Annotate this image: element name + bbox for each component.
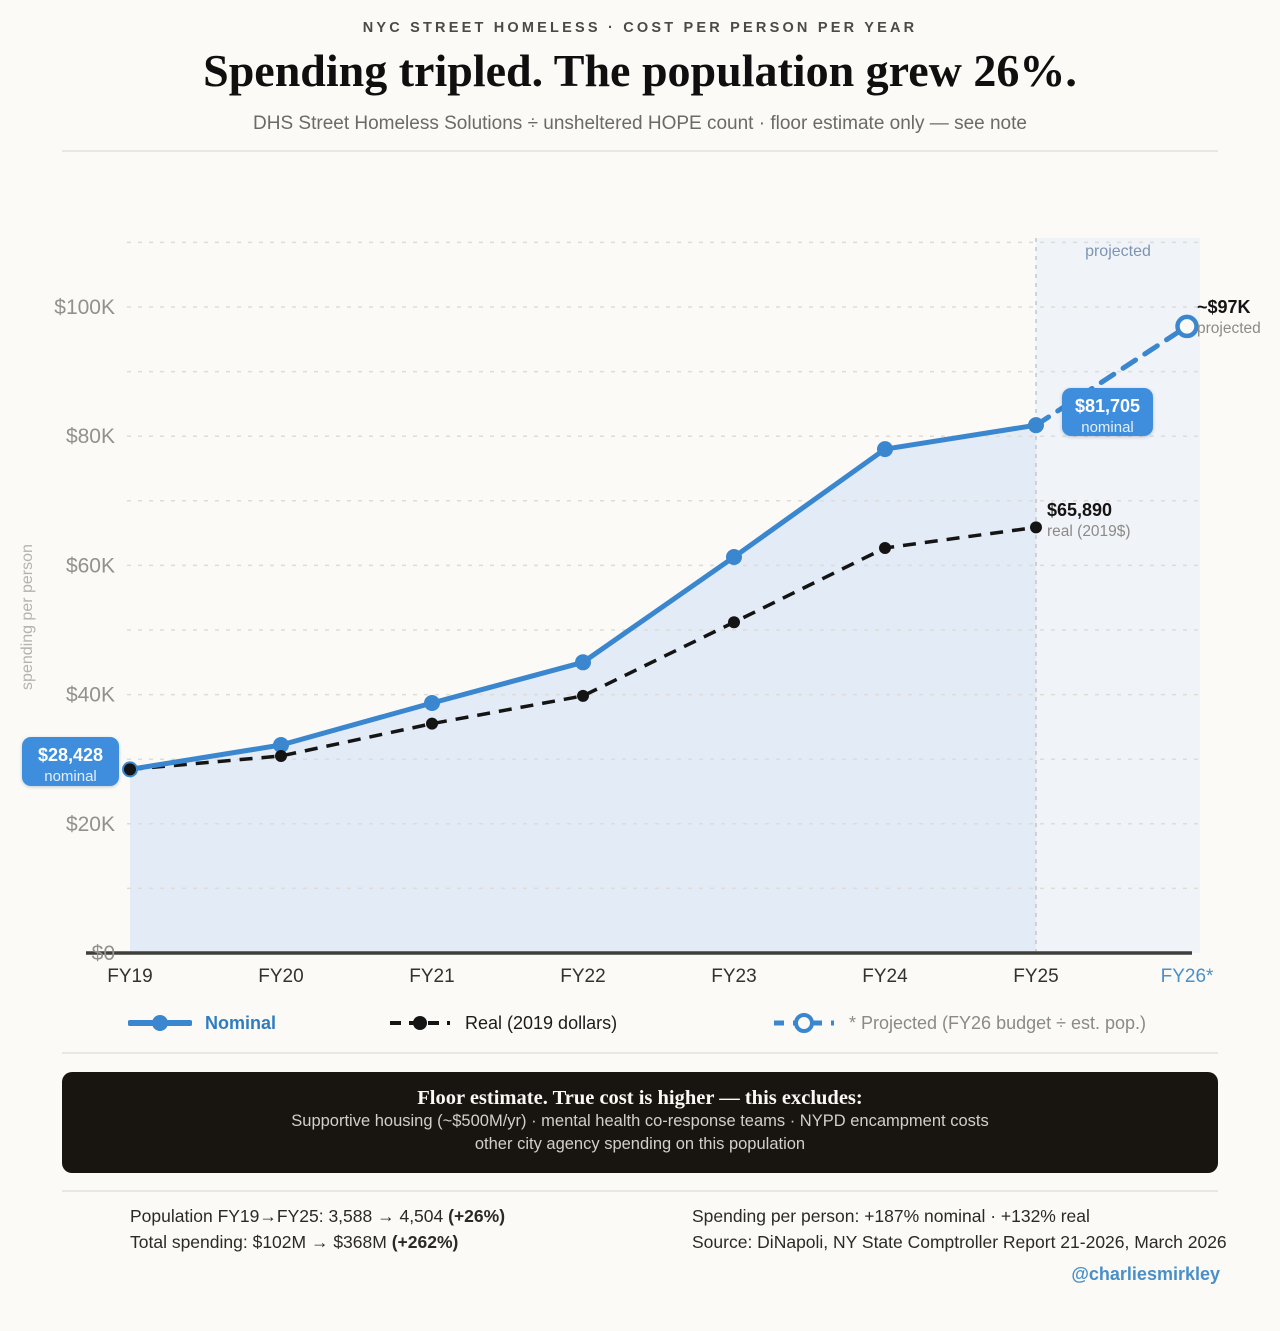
fy19-badge-label: nominal xyxy=(44,768,97,785)
y-tick-label: $80K xyxy=(66,425,115,448)
nominal-marker xyxy=(273,736,289,753)
nominal-area-fill xyxy=(130,425,1036,954)
real-marker xyxy=(728,616,740,629)
x-tick-label: FY20 xyxy=(258,966,303,987)
legend-label-nominal: Nominal xyxy=(205,1012,277,1033)
note-line-2: other city agency spending on this popul… xyxy=(474,1134,806,1153)
header-divider xyxy=(62,150,1218,152)
fy26-projected-label: ~$97K projected xyxy=(1197,297,1261,338)
note-line-1: Supportive housing (~$500M/yr) · mental … xyxy=(291,1112,989,1130)
fy26-sublabel: projected xyxy=(1197,319,1261,337)
floor-estimate-note-box: Floor estimate. True cost is higher — th… xyxy=(62,1072,1218,1173)
nominal-marker xyxy=(1028,417,1044,434)
author-handle: @charliesmirkley xyxy=(1071,1264,1220,1284)
population-stat: Population FY19→FY25: 3,588 → 4,504 (+26… xyxy=(130,1203,505,1229)
y-tick-label: $0 xyxy=(92,942,115,965)
nominal-line-swatch-icon xyxy=(128,1015,192,1031)
projected-open-marker xyxy=(1175,314,1199,339)
real-marker xyxy=(879,541,891,554)
y-tick-label: $20K xyxy=(66,813,115,836)
real-marker xyxy=(577,689,589,702)
subtitle: DHS Street Homeless Solutions ÷ unshelte… xyxy=(253,113,1027,134)
x-tick-label: FY24 xyxy=(862,966,908,987)
x-tick-label: FY19 xyxy=(107,966,152,987)
y-tick-label: $60K xyxy=(66,554,115,577)
real-marker xyxy=(1030,521,1042,534)
legend-item-projected: * Projected (FY26 budget ÷ est. pop.) xyxy=(772,1006,1146,1040)
real-end-sublabel: real (2019$) xyxy=(1047,522,1131,540)
real-marker xyxy=(426,717,438,730)
real-end-value: $65,890 xyxy=(1047,500,1113,520)
legend-label-real: Real (2019 dollars) xyxy=(465,1012,618,1033)
fy25-badge-value: $81,705 xyxy=(1074,396,1141,416)
y-tick-label: $100K xyxy=(54,296,115,319)
kicker: NYC STREET HOMELESS · COST PER PERSON PE… xyxy=(362,20,918,36)
legend-item-real: Real (2019 dollars) xyxy=(388,1006,617,1040)
fy19-nominal-badge: $28,428 nominal xyxy=(22,737,119,786)
projected-region-label: projected xyxy=(1085,243,1151,260)
total-spending-text: Total spending: $102M → $368M xyxy=(130,1232,392,1252)
x-tick-label: FY21 xyxy=(409,966,454,987)
nominal-marker xyxy=(424,694,440,711)
source-line: Source: DiNapoli, NY State Comptroller R… xyxy=(692,1232,1227,1252)
x-tick-label: FY23 xyxy=(711,966,756,987)
total-spending-stat: Total spending: $102M → $368M (+262%) xyxy=(130,1229,505,1255)
legend-divider xyxy=(62,1052,1218,1054)
legend-label-projected: * Projected (FY26 budget ÷ est. pop.) xyxy=(849,1012,1147,1033)
footer-right-column: Spending per person: +187% nominal · +13… xyxy=(692,1203,1227,1255)
population-stat-bold: (+26%) xyxy=(448,1206,506,1226)
note-heading: Floor estimate. True cost is higher — th… xyxy=(417,1087,863,1109)
real-marker xyxy=(275,749,287,762)
x-tick-label: FY25 xyxy=(1013,966,1058,987)
real-line-swatch-icon xyxy=(390,1016,450,1030)
footer-divider xyxy=(62,1190,1218,1192)
fy26-value: ~$97K xyxy=(1197,297,1251,317)
page-title: Spending tripled. The population grew 26… xyxy=(203,45,1077,96)
y-tick-label: $40K xyxy=(66,684,115,707)
real-series-end-label: $65,890 real (2019$) xyxy=(1047,500,1131,541)
population-stat-text: Population FY19→FY25: 3,588 → 4,504 xyxy=(130,1206,449,1226)
y-axis-title: spending per person xyxy=(19,544,36,690)
real-marker xyxy=(124,763,136,776)
nominal-marker xyxy=(726,549,742,566)
x-tick-label: FY26* xyxy=(1161,966,1214,987)
legend-item-nominal: Nominal xyxy=(128,1006,276,1040)
nominal-marker xyxy=(575,654,591,671)
spending-line-chart: $0 $20K $40K $60K $80K $100K FY19 FY20 FY21 FY22 F… xyxy=(54,238,1214,987)
projected-line-swatch-icon xyxy=(774,1013,834,1033)
nominal-marker xyxy=(877,441,893,458)
total-spending-bold: (+262%) xyxy=(391,1232,459,1252)
fy25-nominal-badge: $81,705 nominal xyxy=(1062,388,1153,436)
projected-series-line xyxy=(1033,323,1190,428)
footer-left-column: Population FY19→FY25: 3,588 → 4,504 (+26… xyxy=(130,1203,505,1255)
chart-legend: Nominal Real (2019 dollars) * Projected … xyxy=(0,1006,1280,1040)
fy25-badge-label: nominal xyxy=(1081,419,1134,436)
fy19-badge-value: $28,428 xyxy=(37,745,104,765)
per-person-stat: Spending per person: +187% nominal · +13… xyxy=(692,1206,1090,1226)
x-tick-label: FY22 xyxy=(560,966,605,987)
projected-band xyxy=(1036,238,1200,953)
